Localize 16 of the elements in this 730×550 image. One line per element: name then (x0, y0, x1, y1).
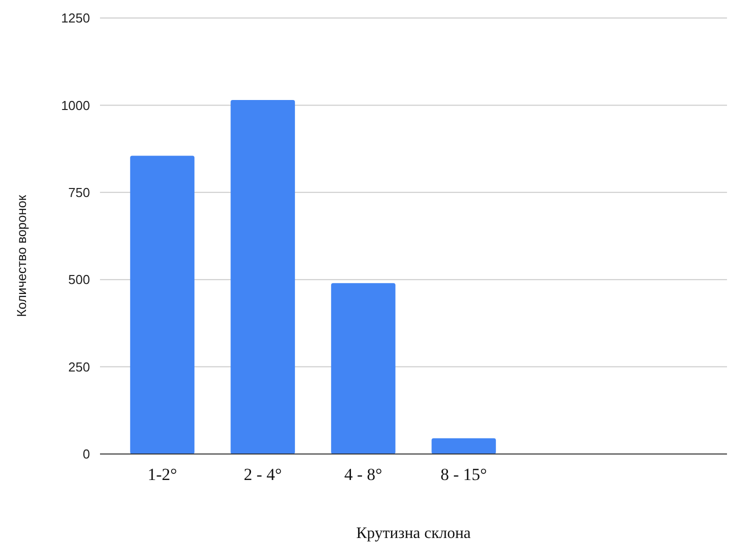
x-axis-title: Крутизна склона (356, 525, 471, 542)
bar (130, 156, 194, 454)
x-tick-label: 1-2° (148, 465, 178, 484)
bar (432, 438, 496, 454)
y-tick-label: 1250 (61, 10, 90, 26)
y-tick-label: 250 (68, 359, 90, 374)
bar (331, 283, 396, 454)
y-tick-label: 0 (82, 446, 90, 462)
x-tick-label: 2 - 4° (244, 465, 282, 484)
bar (230, 100, 295, 454)
y-axis-title: Количество воронок (14, 194, 29, 317)
x-tick-label: 4 - 8° (344, 465, 382, 484)
y-tick-label: 500 (68, 272, 90, 288)
y-tick-label: 1000 (61, 98, 90, 113)
y-tick-label: 750 (68, 184, 90, 200)
x-tick-label: 8 - 15° (440, 465, 487, 484)
